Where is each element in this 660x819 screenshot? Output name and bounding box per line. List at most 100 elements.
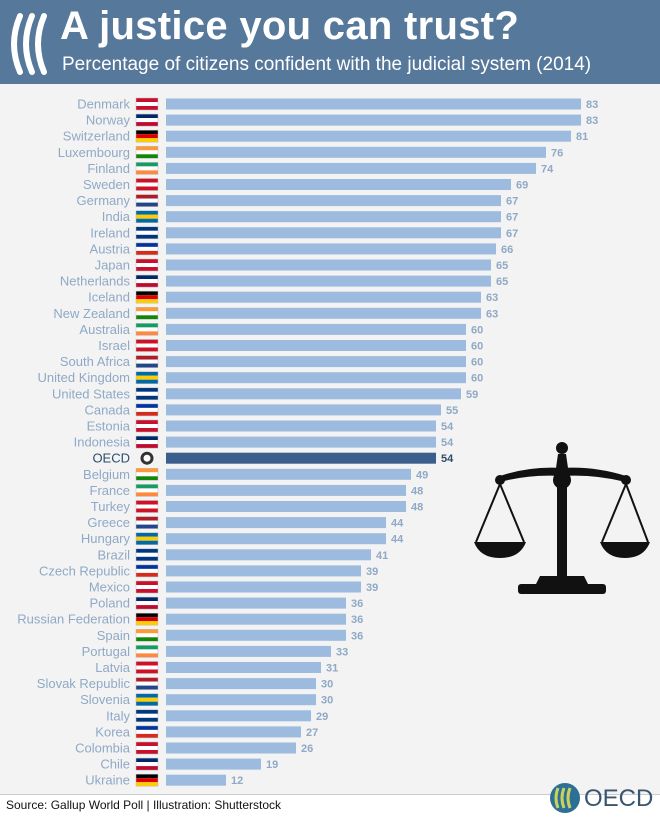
- category-label: Belgium: [83, 467, 130, 482]
- value-label: 48: [411, 502, 423, 514]
- value-label: 67: [506, 212, 518, 224]
- country-flag-icon: [135, 403, 159, 417]
- bar: [166, 179, 511, 190]
- bar: [166, 452, 436, 464]
- category-label: Netherlands: [60, 274, 131, 289]
- country-flag-icon: [135, 468, 159, 481]
- bar: [166, 211, 501, 223]
- value-label: 31: [326, 663, 338, 675]
- value-label: 83: [586, 99, 598, 111]
- value-label: 44: [391, 534, 404, 546]
- country-flag-icon: [135, 97, 159, 111]
- bar-row: Mexico 39: [89, 580, 378, 595]
- category-label: India: [102, 209, 131, 224]
- bar: [166, 613, 346, 625]
- category-label: Slovenia: [80, 692, 131, 707]
- bar-row: Turkey 48: [91, 499, 424, 514]
- bar: [166, 420, 436, 432]
- footer: Source: Gallup World Poll | Illustration…: [0, 794, 660, 817]
- country-flag-icon: [135, 580, 159, 594]
- bar: [166, 130, 571, 142]
- bar-row: Switzerland 81: [63, 129, 588, 144]
- country-flag-icon: [135, 146, 159, 159]
- bar-row: Japan 65: [95, 258, 509, 273]
- value-label: 65: [496, 260, 508, 272]
- country-flag-icon: [135, 548, 159, 562]
- bar-row: Hungary 44: [81, 531, 404, 546]
- country-flag-icon: [135, 371, 159, 384]
- value-label: 48: [411, 485, 423, 497]
- oecd-logo-icon: [11, 13, 47, 75]
- category-label: Hungary: [81, 531, 131, 546]
- country-flag-icon: [135, 323, 159, 336]
- bar: [166, 468, 411, 480]
- country-flag-icon: [135, 162, 159, 175]
- bar-row: Estonia 54: [87, 419, 454, 434]
- value-label: 76: [551, 147, 563, 159]
- country-flag-icon: [135, 129, 159, 143]
- country-flag-icon: [135, 596, 159, 610]
- category-label: Iceland: [88, 290, 130, 305]
- bar-row: Slovenia 30: [80, 692, 333, 707]
- category-label: Mexico: [89, 580, 130, 595]
- bar-row: Latvia 31: [95, 660, 338, 675]
- value-label: 33: [336, 646, 348, 658]
- bar: [166, 98, 581, 110]
- category-label: United Kingdom: [38, 370, 131, 385]
- bar-row: Spain 36: [97, 628, 364, 643]
- country-flag-icon: [135, 226, 159, 240]
- category-label: United States: [52, 386, 131, 401]
- country-flag-icon: [135, 645, 159, 658]
- country-flag-icon: [135, 113, 159, 127]
- country-flag-icon: [135, 194, 159, 207]
- category-label: Canada: [84, 402, 130, 417]
- category-label: Austria: [90, 241, 131, 256]
- bar: [166, 645, 331, 657]
- bar: [166, 356, 466, 368]
- bar: [166, 629, 346, 641]
- country-flag-icon: [135, 258, 159, 272]
- header-banner: A justice you can trust? Percentage of c…: [0, 0, 660, 84]
- bar-row: Australia 60: [79, 322, 483, 337]
- category-label: Slovak Republic: [37, 676, 131, 691]
- country-flag-icon: [140, 451, 154, 465]
- country-flag-icon: [135, 709, 159, 723]
- country-flag-icon: [135, 387, 159, 401]
- category-label: Norway: [86, 113, 131, 128]
- bar: [166, 195, 501, 207]
- bar: [166, 227, 501, 239]
- category-label: Czech Republic: [39, 563, 131, 578]
- value-label: 60: [471, 341, 483, 353]
- bar-row: OECD 54: [92, 451, 454, 466]
- bar: [166, 549, 371, 561]
- oecd-logo: OECD: [548, 782, 658, 814]
- value-label: 27: [306, 727, 318, 739]
- country-flag-icon: [135, 355, 159, 368]
- country-flag-icon: [135, 435, 159, 449]
- category-label: Sweden: [83, 177, 130, 192]
- country-flag-icon: [135, 693, 159, 706]
- country-flag-icon: [135, 532, 159, 545]
- bar: [166, 436, 436, 448]
- category-label: Japan: [95, 258, 130, 273]
- bar-row: Denmark 83: [77, 97, 598, 112]
- category-label: Estonia: [87, 419, 131, 434]
- bar: [166, 565, 361, 577]
- value-label: 65: [496, 276, 508, 288]
- value-label: 54: [441, 421, 454, 433]
- category-label: Ukraine: [85, 773, 130, 788]
- country-flag-icon: [135, 242, 159, 256]
- bar: [166, 307, 481, 319]
- country-flag-icon: [135, 677, 159, 690]
- bar-row: Indonesia 54: [74, 435, 455, 450]
- bar-row: Norway 83: [86, 113, 598, 128]
- country-flag-icon: [135, 274, 159, 288]
- bar: [166, 678, 316, 690]
- bar: [166, 146, 546, 158]
- bar: [166, 710, 311, 722]
- bar-row: Portugal 33: [82, 644, 349, 659]
- bar-row: Poland 36: [90, 596, 364, 611]
- bar: [166, 694, 316, 706]
- value-label: 12: [231, 775, 243, 787]
- bar: [166, 162, 536, 174]
